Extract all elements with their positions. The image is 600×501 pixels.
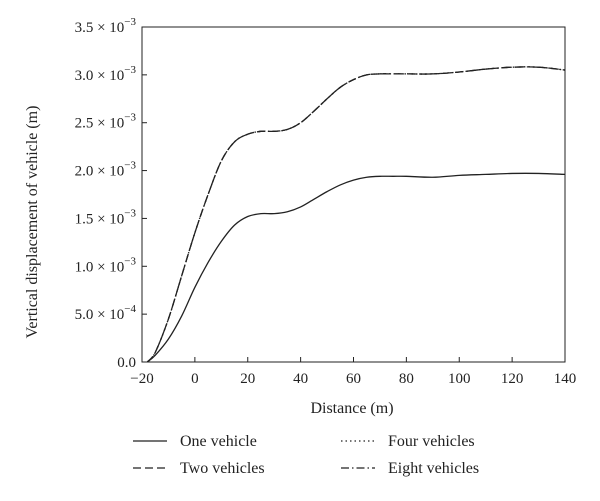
x-tick-label: 80	[399, 371, 414, 387]
legend-label-one-vehicle: One vehicle	[180, 433, 257, 450]
y-tick-label: 2.0 × 10−3	[75, 160, 137, 180]
legend: One vehicle Two vehicles Four vehicles Eigh…	[133, 433, 479, 477]
x-tick-label: 140	[554, 371, 577, 387]
x-tick-label: 0	[191, 371, 199, 387]
x-axis-title: Distance (m)	[310, 400, 393, 417]
x-tick-label: 100	[448, 371, 471, 387]
series-line-one-vehicle	[146, 172, 566, 363]
plot-frame	[141, 26, 566, 363]
y-tick-label: 0.0	[117, 355, 136, 371]
y-axis-title: Vertical displacement of vehicle (m)	[24, 106, 41, 339]
y-tick-label: 3.0 × 10−3	[75, 64, 137, 84]
x-tick-label: 120	[501, 371, 524, 387]
y-tick-label: 2.5 × 10−3	[75, 112, 137, 132]
y-tick-label: 1.5 × 10−3	[75, 207, 137, 227]
x-tick-label: 60	[346, 371, 361, 387]
x-tick-label: 20	[240, 371, 255, 387]
legend-label-eight-vehicles: Eight vehicles	[388, 460, 479, 477]
y-tick-label: 1.0 × 10−3	[75, 255, 137, 275]
series-line-eight-vehicles	[146, 66, 566, 363]
x-axis: −20 0 20 40 60 80 100 120 140	[130, 357, 576, 387]
y-tick-label: 5.0 × 10−4	[75, 303, 137, 323]
x-tick-label: −20	[130, 371, 153, 387]
series-line-two-vehicles	[146, 66, 566, 363]
y-tick-label: 3.5 × 10−3	[75, 16, 137, 36]
x-tick-label: 40	[293, 371, 308, 387]
plot-area-border	[141, 26, 566, 363]
series-line-four-vehicles	[146, 66, 566, 363]
series-lines	[146, 66, 566, 363]
legend-label-two-vehicles: Two vehicles	[180, 460, 265, 477]
legend-label-four-vehicles: Four vehicles	[388, 433, 475, 450]
y-axis: 0.0 5.0 × 10−4 1.0 × 10−3 1.5 × 10−3 2.0 × 1…	[75, 16, 147, 371]
